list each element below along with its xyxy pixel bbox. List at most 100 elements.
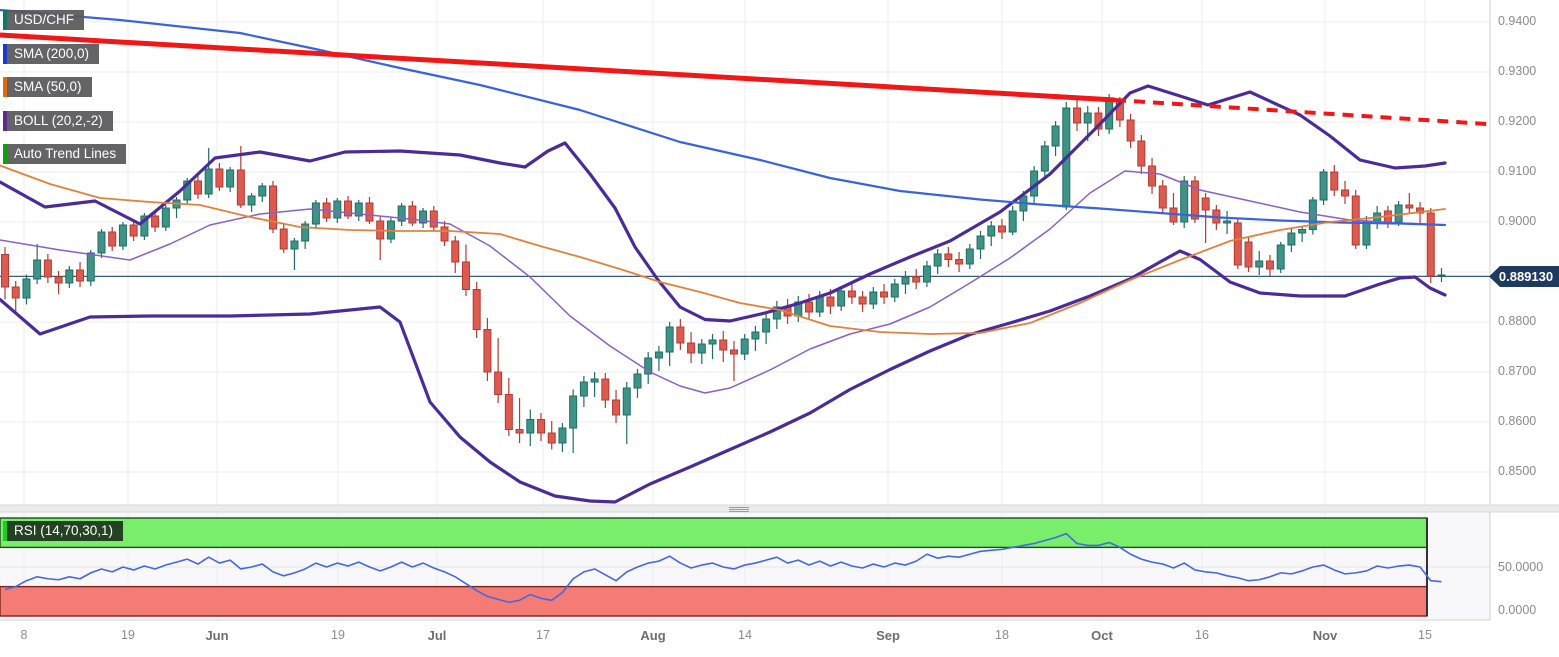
price-axis-label: 0.8800 xyxy=(1498,314,1537,328)
legend-sma50[interactable]: SMA (50,0) xyxy=(3,77,92,97)
candle xyxy=(1126,114,1135,148)
auto-trend-lines-label: Auto Trend Lines xyxy=(14,146,117,161)
candle xyxy=(933,249,942,274)
candle xyxy=(333,198,342,223)
candle xyxy=(161,205,170,231)
candle xyxy=(955,252,964,272)
candle xyxy=(494,338,503,403)
candle xyxy=(1437,268,1446,282)
candle xyxy=(129,219,138,241)
candle xyxy=(269,181,277,233)
candle xyxy=(1008,206,1017,235)
candle xyxy=(1233,218,1242,269)
candle xyxy=(1330,165,1339,196)
candle xyxy=(890,279,899,302)
candle xyxy=(590,372,599,397)
time-axis-label: 8 xyxy=(20,628,28,642)
price-axis-label: 0.9400 xyxy=(1498,14,1537,28)
candle xyxy=(1308,197,1317,235)
legend-auto-trend-lines[interactable]: Auto Trend Lines xyxy=(3,144,127,164)
boll-label: BOLL (20,2,-2) xyxy=(14,113,103,128)
candle xyxy=(97,229,106,258)
candle xyxy=(1040,141,1049,178)
candle xyxy=(1255,251,1264,275)
candle xyxy=(601,373,610,408)
price-axis-label: 0.9100 xyxy=(1498,164,1537,178)
time-axis-label: 14 xyxy=(738,628,752,642)
candle xyxy=(301,221,310,249)
candle xyxy=(654,346,663,371)
candle xyxy=(376,216,385,260)
rsi-color-bar xyxy=(3,521,7,541)
candle xyxy=(858,291,867,312)
candle xyxy=(676,319,685,350)
candle xyxy=(558,423,567,452)
time-axis-label: Aug xyxy=(640,628,666,643)
candle xyxy=(772,301,781,329)
candle xyxy=(140,213,149,240)
candle xyxy=(1,247,9,300)
time-axis-label: 17 xyxy=(536,628,550,642)
candle xyxy=(1426,208,1435,283)
candle xyxy=(397,203,406,226)
candle xyxy=(687,332,696,363)
sma200-label: SMA (200,0) xyxy=(14,46,90,61)
candle xyxy=(54,271,63,294)
candle xyxy=(912,269,921,289)
candle xyxy=(1319,169,1328,205)
legend-rsi[interactable]: RSI (14,70,30,1) xyxy=(3,521,124,541)
candle xyxy=(151,210,160,232)
candle xyxy=(290,238,299,270)
candle xyxy=(215,163,224,191)
candle xyxy=(847,284,856,304)
rsi-label: RSI (14,70,30,1) xyxy=(14,523,114,538)
candle xyxy=(1137,135,1146,174)
candle xyxy=(526,409,535,446)
pane-resize-handle[interactable] xyxy=(729,506,749,512)
candle xyxy=(236,146,245,208)
candle xyxy=(740,334,749,360)
candle xyxy=(279,224,288,253)
candle xyxy=(794,296,803,322)
candle xyxy=(226,167,235,192)
candle xyxy=(118,222,127,250)
price-axis-label: 0.8600 xyxy=(1498,414,1537,428)
legend-sma200[interactable]: SMA (200,0) xyxy=(3,44,100,64)
candle xyxy=(247,193,256,212)
candle xyxy=(965,244,974,269)
candle xyxy=(547,421,556,450)
price-axis-label: 0.9000 xyxy=(1498,214,1537,228)
candle xyxy=(365,197,374,224)
candle xyxy=(1265,255,1274,276)
candle xyxy=(1169,193,1178,225)
candle xyxy=(612,390,621,423)
price-axis-label: 0.9300 xyxy=(1498,64,1537,78)
candle xyxy=(762,314,771,344)
candle xyxy=(644,352,653,384)
candle xyxy=(1287,229,1296,252)
usdchf-label: USD/CHF xyxy=(14,12,74,27)
candle xyxy=(997,219,1006,239)
candle xyxy=(311,200,320,229)
candle xyxy=(258,183,267,202)
usdchf-color-bar xyxy=(3,10,7,30)
candle xyxy=(901,271,910,294)
candle xyxy=(869,287,878,309)
candle xyxy=(515,398,524,443)
sma200-color-bar xyxy=(3,44,7,64)
rsi-axis-label: 0.0000 xyxy=(1498,603,1537,617)
time-axis-label: Jun xyxy=(205,628,229,643)
legend-usdchf[interactable]: USD/CHF xyxy=(3,10,84,30)
last-price-badge: 0.889130 xyxy=(1489,266,1559,287)
legend-boll[interactable]: BOLL (20,2,-2) xyxy=(3,111,113,131)
candle xyxy=(922,261,931,287)
candle xyxy=(1180,176,1189,228)
candle xyxy=(987,221,996,246)
candle xyxy=(86,250,95,286)
candle xyxy=(429,206,438,231)
candle xyxy=(622,382,631,444)
candle xyxy=(76,262,85,287)
candle xyxy=(1405,193,1414,214)
candle xyxy=(22,274,31,305)
